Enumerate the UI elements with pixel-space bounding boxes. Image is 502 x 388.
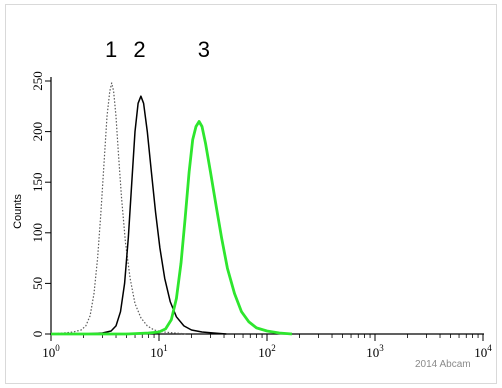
curve-3 bbox=[51, 120, 293, 336]
y-tick-label-250: 250 bbox=[30, 71, 45, 91]
y-tick-label-150: 150 bbox=[30, 172, 45, 192]
y-tick-label-0: 0 bbox=[30, 331, 45, 338]
chart-frame: 0 50 100 150 200 250 100 101 102 103 104 Counts 1 2 3… bbox=[5, 4, 497, 384]
x-tick-label-3: 103 bbox=[366, 343, 384, 360]
peak-label-3: 3 bbox=[198, 37, 210, 62]
curve-1 bbox=[50, 82, 187, 335]
axes: 0 50 100 150 200 250 100 101 102 103 104 bbox=[30, 71, 492, 360]
y-tick-label-100: 100 bbox=[30, 223, 45, 243]
x-tick-label-0: 100 bbox=[42, 343, 60, 360]
curve-2 bbox=[51, 95, 227, 335]
peak-label-1: 1 bbox=[105, 37, 117, 62]
x-tick-label-4: 104 bbox=[474, 343, 492, 360]
peak-label-2: 2 bbox=[133, 37, 145, 62]
x-tick-label-1: 101 bbox=[150, 343, 168, 360]
y-axis-title: Counts bbox=[12, 194, 24, 229]
y-tick-label-50: 50 bbox=[30, 277, 45, 290]
y-tick-label-200: 200 bbox=[30, 122, 45, 142]
x-tick-label-2: 102 bbox=[258, 343, 276, 360]
histogram-chart: 0 50 100 150 200 250 100 101 102 103 104 Counts 1 2 3… bbox=[12, 37, 492, 370]
watermark: 2014 Abcam bbox=[415, 359, 471, 370]
labels: Counts 1 2 3 2014 Abcam bbox=[12, 37, 471, 370]
curves bbox=[50, 82, 293, 336]
